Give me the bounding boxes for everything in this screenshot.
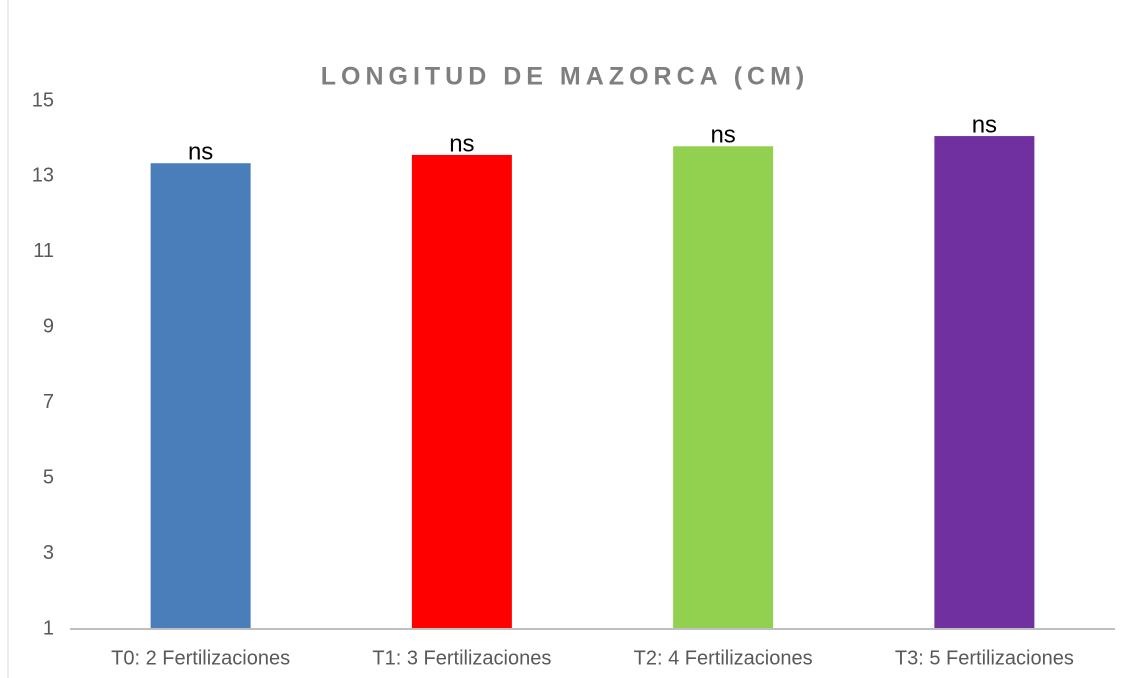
y-tick-label: 13 (32, 165, 54, 187)
data-label: ns (188, 139, 213, 166)
bar (150, 163, 251, 629)
y-tick-label: 3 (43, 542, 54, 564)
y-tick-label: 9 (43, 316, 54, 338)
x-tick-label: T2: 4 Fertilizaciones (634, 647, 813, 669)
x-tick-label: T3: 5 Fertilizaciones (895, 647, 1074, 669)
data-label: ns (972, 111, 997, 138)
data-label: ns (449, 130, 474, 157)
data-label: ns (710, 122, 735, 149)
y-tick-label: 15 (32, 89, 54, 111)
bar (673, 146, 774, 629)
y-tick-label: 5 (43, 466, 54, 488)
y-tick-label: 1 (43, 617, 54, 639)
bar (934, 136, 1035, 629)
x-tick-label: T1: 3 Fertilizaciones (372, 647, 551, 669)
chart-title: LONGITUD DE MAZORCA (CM) (321, 63, 809, 91)
bar (411, 154, 512, 629)
y-tick-label: 7 (43, 391, 54, 413)
x-tick-label: T0: 2 Fertilizaciones (111, 647, 290, 669)
y-tick-label: 11 (33, 240, 54, 262)
